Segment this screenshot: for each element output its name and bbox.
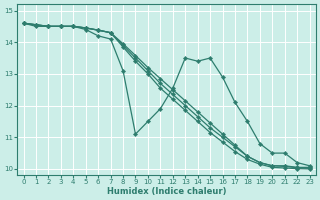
X-axis label: Humidex (Indice chaleur): Humidex (Indice chaleur)	[107, 187, 226, 196]
